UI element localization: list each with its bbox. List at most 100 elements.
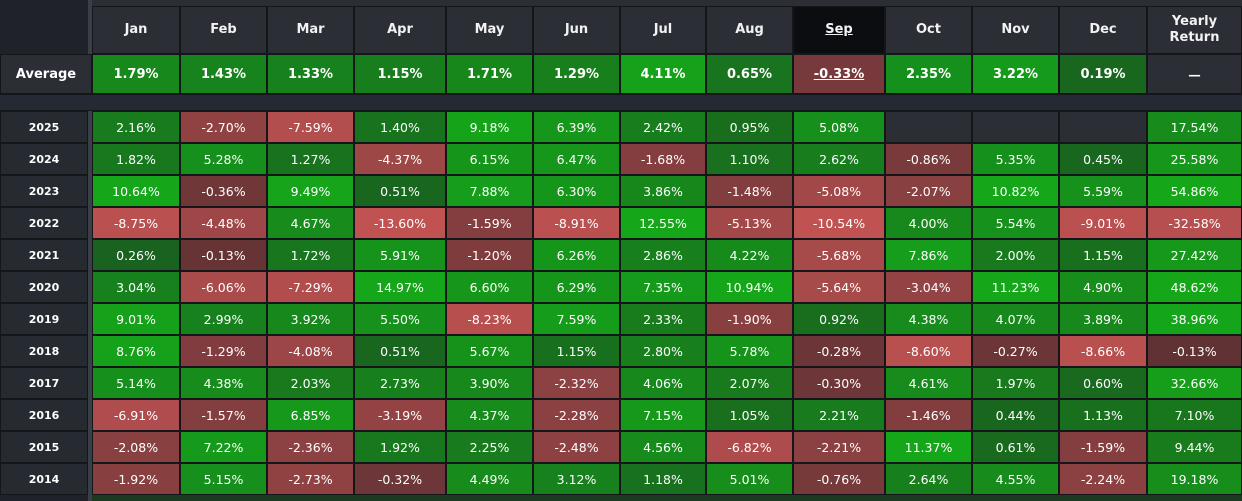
average-cell-may: 1.71% xyxy=(446,54,533,94)
month-header-oct[interactable]: Oct xyxy=(885,6,972,54)
return-cell-2021-may: -1.20% xyxy=(446,239,533,271)
return-cell-2022-apr-text: -13.60% xyxy=(373,215,427,231)
next-row-peek xyxy=(92,495,1242,501)
yearly-return-cell-2019-text: 38.96% xyxy=(1170,311,1219,327)
yearly-return-cell-2015: 9.44% xyxy=(1147,431,1242,463)
return-cell-2024-jan-text: 1.82% xyxy=(116,151,156,167)
month-header-jun-text: Jun xyxy=(564,22,589,37)
return-cell-2019-apr-text: 5.50% xyxy=(380,311,420,327)
return-cell-2020-dec: 4.90% xyxy=(1059,271,1147,303)
return-cell-2022-aug: -5.13% xyxy=(706,207,793,239)
month-header-jan[interactable]: Jan xyxy=(92,6,180,54)
return-cell-2018-jan: 8.76% xyxy=(92,335,180,367)
return-cell-2025-mar: -7.59% xyxy=(267,111,354,143)
return-cell-2024-feb: 5.28% xyxy=(180,143,267,175)
return-cell-2019-jan-text: 9.01% xyxy=(116,311,156,327)
year-label-2017-text: 2017 xyxy=(28,376,60,390)
return-cell-2016-jun: -2.28% xyxy=(533,399,620,431)
return-cell-2015-mar-text: -2.36% xyxy=(288,439,333,455)
month-header-aug[interactable]: Aug xyxy=(706,6,793,54)
return-cell-2014-jan: -1.92% xyxy=(92,463,180,495)
yearly-return-cell-2023-text: 54.86% xyxy=(1170,183,1219,199)
yearly-return-cell-2021: 27.42% xyxy=(1147,239,1242,271)
return-cell-2014-nov-text: 4.55% xyxy=(995,471,1036,487)
return-cell-2022-feb: -4.48% xyxy=(180,207,267,239)
year-label-2019: 2019 xyxy=(0,303,88,335)
return-cell-2021-aug: 4.22% xyxy=(706,239,793,271)
return-cell-2019-feb-text: 2.99% xyxy=(203,311,244,327)
return-cell-2018-oct-text: -8.60% xyxy=(906,343,951,359)
month-header-sep[interactable]: Sep xyxy=(793,6,885,54)
return-cell-2025-jul-text: 2.42% xyxy=(643,119,683,135)
return-cell-2015-feb: 7.22% xyxy=(180,431,267,463)
return-cell-2021-may-text: -1.20% xyxy=(467,247,512,263)
average-cell-sep-text: -0.33% xyxy=(813,66,865,82)
return-cell-2017-nov: 1.97% xyxy=(972,367,1059,399)
return-cell-2018-may-text: 5.67% xyxy=(469,343,510,359)
return-cell-2014-feb-text: 5.15% xyxy=(203,471,244,487)
month-header-mar[interactable]: Mar xyxy=(267,6,354,54)
return-cell-2014-jun: 3.12% xyxy=(533,463,620,495)
return-cell-2022-sep-text: -10.54% xyxy=(812,215,866,231)
return-cell-2021-sep: -5.68% xyxy=(793,239,885,271)
return-cell-2015-aug-text: -6.82% xyxy=(727,439,772,455)
return-cell-2020-jul: 7.35% xyxy=(620,271,706,303)
month-header-dec[interactable]: Dec xyxy=(1059,6,1147,54)
return-cell-2023-sep-text: -5.08% xyxy=(816,183,862,199)
yearly-return-cell-2014-text: 19.18% xyxy=(1170,471,1219,487)
month-header-feb[interactable]: Feb xyxy=(180,6,267,54)
month-header-apr[interactable]: Apr xyxy=(354,6,446,54)
return-cell-2023-jan: 10.64% xyxy=(92,175,180,207)
return-cell-2025-jun-text: 6.39% xyxy=(556,119,597,135)
month-header-dec-text: Dec xyxy=(1089,22,1117,37)
return-cell-2024-sep-text: 2.62% xyxy=(819,151,859,167)
year-label-2014: 2014 xyxy=(0,463,88,495)
return-cell-2014-apr-text: -0.32% xyxy=(377,471,423,487)
return-cell-2014-may: 4.49% xyxy=(446,463,533,495)
return-cell-2020-may-text: 6.60% xyxy=(469,279,510,295)
month-header-may[interactable]: May xyxy=(446,6,533,54)
return-cell-2023-may-text: 7.88% xyxy=(469,183,510,199)
return-cell-2017-sep: -0.30% xyxy=(793,367,885,399)
return-cell-2025-jun: 6.39% xyxy=(533,111,620,143)
yearly-return-header[interactable]: Yearly Return xyxy=(1147,6,1242,54)
return-cell-2021-nov: 2.00% xyxy=(972,239,1059,271)
return-cell-2022-feb-text: -4.48% xyxy=(201,215,246,231)
return-cell-2022-apr: -13.60% xyxy=(354,207,446,239)
return-cell-2018-aug: 5.78% xyxy=(706,335,793,367)
yearly-return-cell-2018-text: -0.13% xyxy=(1172,343,1217,359)
year-label-2023: 2023 xyxy=(0,175,88,207)
return-cell-2022-aug-text: -5.13% xyxy=(727,215,772,231)
return-cell-2021-feb-text: -0.13% xyxy=(201,247,246,263)
return-cell-2018-nov: -0.27% xyxy=(972,335,1059,367)
year-label-2015-text: 2015 xyxy=(28,440,60,454)
return-cell-2025-aug: 0.95% xyxy=(706,111,793,143)
return-cell-2020-nov-text: 11.23% xyxy=(991,279,1040,295)
return-cell-2020-mar: -7.29% xyxy=(267,271,354,303)
average-cell-apr: 1.15% xyxy=(354,54,446,94)
return-cell-2019-aug-text: -1.90% xyxy=(727,311,772,327)
return-cell-2014-feb: 5.15% xyxy=(180,463,267,495)
return-cell-2016-mar-text: 6.85% xyxy=(290,407,331,423)
return-cell-2014-aug-text: 5.01% xyxy=(729,471,770,487)
month-header-jul[interactable]: Jul xyxy=(620,6,706,54)
return-cell-2018-may: 5.67% xyxy=(446,335,533,367)
return-cell-2015-jun-text: -2.48% xyxy=(554,439,599,455)
return-cell-2017-aug: 2.07% xyxy=(706,367,793,399)
return-cell-2018-dec-text: -8.66% xyxy=(1080,343,1126,359)
return-cell-2016-nov: 0.44% xyxy=(972,399,1059,431)
return-cell-2025-oct xyxy=(885,111,972,143)
return-cell-2022-sep: -10.54% xyxy=(793,207,885,239)
return-cell-2018-jun: 1.15% xyxy=(533,335,620,367)
return-cell-2023-mar: 9.49% xyxy=(267,175,354,207)
return-cell-2023-nov-text: 10.82% xyxy=(991,183,1040,199)
return-cell-2020-feb: -6.06% xyxy=(180,271,267,303)
average-cell-oct-text: 2.35% xyxy=(905,66,952,82)
month-header-jun[interactable]: Jun xyxy=(533,6,620,54)
return-cell-2023-jun-text: 6.30% xyxy=(556,183,597,199)
month-header-nov[interactable]: Nov xyxy=(972,6,1059,54)
return-cell-2016-aug: 1.05% xyxy=(706,399,793,431)
return-cell-2014-nov: 4.55% xyxy=(972,463,1059,495)
average-cell-feb-text: 1.43% xyxy=(200,66,247,82)
year-label-2016: 2016 xyxy=(0,399,88,431)
